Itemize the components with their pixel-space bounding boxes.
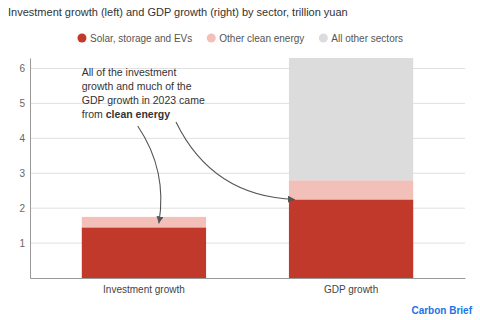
legend-marker	[319, 34, 328, 43]
y-tick-label: 6	[19, 63, 25, 74]
y-tick-label: 3	[19, 168, 25, 179]
bar-segment	[289, 180, 413, 199]
y-tick: 5	[19, 98, 30, 109]
y-tick: 2	[19, 203, 30, 214]
y-tick-label: 4	[19, 133, 25, 144]
source-logo: Carbon Brief	[411, 305, 472, 316]
annotation-line: All of the investment	[82, 66, 177, 78]
bar-series	[82, 180, 413, 227]
x-axis-line	[31, 278, 466, 279]
bar-segment	[82, 217, 206, 227]
legend-item: All other sectors	[319, 33, 403, 44]
annotation-arrows	[138, 122, 295, 223]
y-axis-line	[30, 59, 31, 279]
bar-segment	[82, 227, 206, 278]
y-tick-label: 2	[19, 203, 25, 214]
annotation-arrow	[176, 122, 295, 199]
y-tick: 4	[19, 133, 30, 144]
annotation-line: growth and much of the	[82, 80, 192, 92]
legend-label: All other sectors	[331, 33, 403, 44]
y-tick: 6	[19, 63, 30, 74]
bar-series	[82, 199, 413, 278]
x-tick: GDP growth	[324, 278, 378, 295]
bars	[82, 58, 413, 278]
bar-segment	[289, 58, 413, 180]
bar-series	[289, 58, 413, 180]
title: Investment growth (left) and GDP growth …	[8, 6, 348, 18]
x-tick-label: Investment growth	[103, 284, 185, 295]
y-tick-label: 1	[19, 238, 25, 249]
x-tick-label: GDP growth	[324, 284, 378, 295]
legend-marker	[207, 34, 216, 43]
bar-segment	[82, 216, 206, 217]
annotation-emphasis: clean energy	[106, 108, 170, 120]
legend: Solar, storage and EVs Other clean energy…	[77, 33, 403, 44]
legend-label: Solar, storage and EVs	[90, 33, 192, 44]
annotation-arrow	[138, 126, 161, 223]
annotation: All of the investment growth and much of …	[82, 66, 205, 120]
annotations: All of the investment growth and much of …	[82, 66, 473, 316]
y-tick: 3	[19, 168, 30, 179]
legend-label: Other clean energy	[219, 33, 304, 44]
y-tick-label: 5	[19, 98, 25, 109]
bar-segment	[289, 199, 413, 278]
y-axis: 1 2 3 4 5 6	[19, 59, 30, 279]
legend-marker	[77, 34, 86, 43]
x-tick: Investment growth	[103, 278, 185, 295]
annotation-line: GDP growth in 2023 came	[82, 94, 205, 106]
x-axis: Investment growth GDP growth	[31, 278, 466, 295]
legend-item: Solar, storage and EVs	[77, 33, 192, 44]
annotation-line: from	[82, 108, 103, 120]
chart: 123456Investment growthGDP growthInvestm…	[0, 0, 480, 320]
legend-item: Other clean energy	[207, 33, 305, 44]
y-tick: 1	[19, 238, 30, 249]
